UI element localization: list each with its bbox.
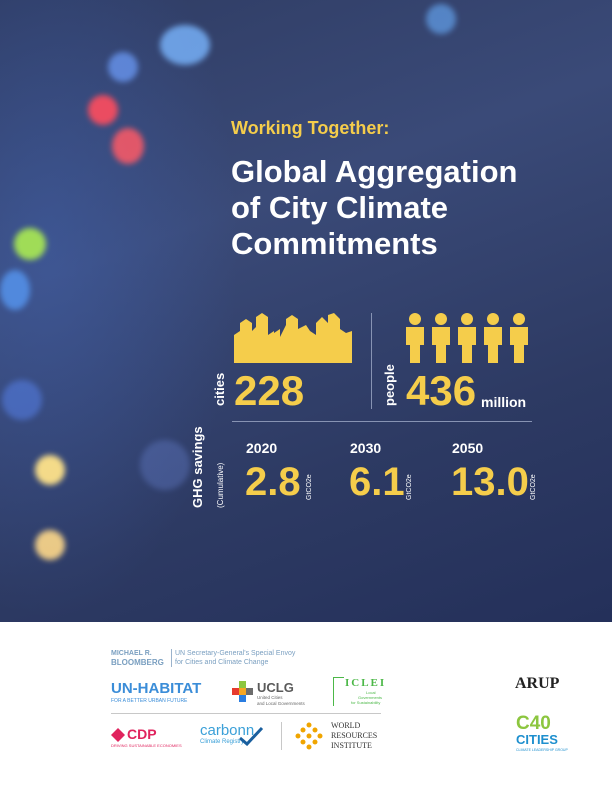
bloomberg-name-line1: MICHAEL R. (111, 650, 152, 657)
iclei-name: ICLEI (345, 677, 387, 689)
people-unit: million (481, 394, 527, 410)
iclei-bracket (333, 677, 344, 706)
bokeh-light (35, 530, 65, 560)
wri-line3: INSTITUTE (331, 741, 372, 750)
c40-line2: CITIES (516, 732, 558, 747)
bokeh-light (2, 380, 42, 420)
title-line: Commitments (231, 226, 438, 261)
city-skyline-icon (234, 313, 352, 363)
bokeh-light (112, 128, 144, 164)
cities-value: 228 (234, 367, 305, 414)
people-icon (406, 313, 528, 363)
un-habitat-name: UN-HABITAT (111, 680, 202, 697)
carbonn-tagline: Climate Registry (200, 739, 245, 745)
partner-logos: MICHAEL R. BLOOMBERG UN Secretary-Genera… (0, 622, 612, 791)
c40-tagline: CLIMATE LEADERSHIP GROUP (516, 748, 568, 752)
people-value: 436 (406, 367, 477, 414)
stats-divider-vertical (371, 313, 372, 409)
people-label: people (382, 364, 397, 406)
ghg-label: GHG savings (190, 426, 205, 508)
logos-divider (111, 713, 381, 714)
un-habitat-tagline: FOR A BETTER URBAN FUTURE (111, 698, 188, 704)
ghg-unit: GtCO2e (406, 474, 413, 500)
logo-divider (281, 722, 282, 750)
uclg-desc-line1: United Cities (257, 695, 283, 700)
subtitle: Working Together: (231, 118, 390, 138)
ghg-unit: GtCO2e (530, 474, 537, 500)
iclei-desc-line3: for Sustainability (351, 700, 381, 705)
bokeh-light (426, 4, 456, 34)
cdp-mark-icon (111, 728, 125, 742)
iclei-desc-line1: Local (366, 690, 376, 695)
bokeh-haze (0, 0, 240, 622)
bloomberg-desc-line2: for Cities and Climate Change (175, 659, 269, 666)
ghg-year: 2020 (246, 440, 278, 456)
checkmark-icon (239, 726, 264, 746)
uclg-mark-icon (232, 681, 253, 702)
arup-logo: ARUP (515, 675, 560, 692)
ghg-unit: GtCO2e (306, 474, 313, 500)
bokeh-light (88, 95, 118, 125)
bokeh-light (108, 52, 138, 82)
ghg-sublabel: (Cumulative) (216, 462, 225, 508)
wri-mark-icon (295, 722, 323, 750)
c40-line1: C40 (516, 713, 551, 734)
ghg-value: 2.8 (245, 460, 301, 504)
uclg-name: UCLG (257, 680, 294, 695)
wri-line1: WORLD (331, 721, 361, 730)
ghg-year: 2030 (350, 440, 382, 456)
cdp-name: CDP (127, 726, 157, 742)
stats-divider-horizontal (232, 421, 532, 422)
cdp-tagline: DRIVING SUSTAINABLE ECONOMIES (111, 743, 182, 748)
bokeh-light (140, 440, 190, 490)
ghg-year: 2050 (452, 440, 484, 456)
cities-label: cities (212, 372, 227, 406)
logo-divider (171, 649, 172, 667)
bokeh-light (160, 25, 210, 65)
bokeh-light (35, 455, 65, 485)
bloomberg-desc-line1: UN Secretary-General's Special Envoy (175, 650, 296, 657)
ghg-value: 6.1 (349, 460, 405, 504)
ghg-value: 13.0 (451, 460, 529, 504)
title-line: Global Aggregation (231, 154, 518, 189)
bokeh-light (0, 270, 30, 310)
page-title: Global Aggregation of City Climate Commi… (231, 154, 601, 262)
uclg-desc-line2: and Local Governments (257, 701, 305, 706)
iclei-desc-line2: Governments (358, 695, 383, 700)
carbonn-name: carbonn (200, 722, 255, 739)
wri-line2: RESOURCES (331, 731, 378, 740)
bloomberg-name-line2: BLOOMBERG (111, 658, 164, 667)
hero-background: Working Together: Global Aggregation of … (0, 0, 612, 622)
title-line: of City Climate (231, 190, 449, 225)
bokeh-light (14, 228, 46, 260)
